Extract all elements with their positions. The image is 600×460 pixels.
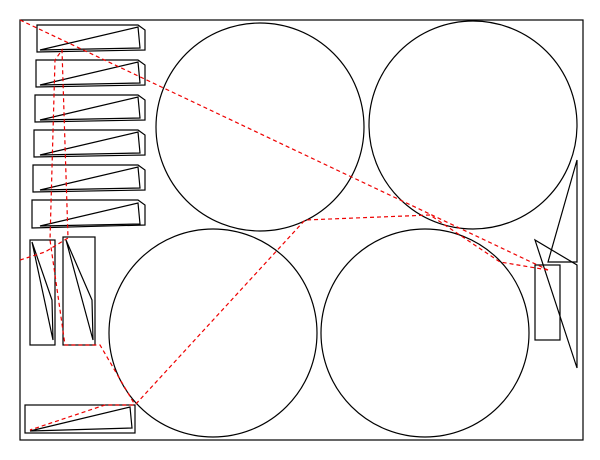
- travel-path: [19, 48, 136, 406]
- quad-part: [33, 129, 146, 158]
- triangle-part: [29, 406, 133, 432]
- quad-part: [32, 164, 146, 193]
- rect-part: [534, 264, 561, 341]
- rect-part: [24, 404, 136, 434]
- travel-path: [29, 214, 549, 431]
- quad-part: [35, 59, 146, 88]
- right-stack: [533, 159, 578, 369]
- triangle-part: [39, 61, 141, 86]
- travel-path: [19, 19, 549, 271]
- triangle-part: [39, 202, 141, 227]
- quad-part: [31, 199, 146, 229]
- triangle-part: [533, 238, 578, 369]
- triangle-part: [39, 166, 141, 191]
- triangle-part: [65, 239, 94, 341]
- left-stack: [24, 24, 146, 434]
- circle-part: [320, 228, 530, 438]
- triangle-part: [31, 241, 54, 341]
- quad-part: [34, 94, 146, 123]
- triangle-part: [39, 26, 141, 51]
- circle-part: [108, 228, 318, 438]
- triangle-part: [39, 96, 141, 121]
- circle-part: [368, 20, 578, 230]
- sheet: [19, 19, 584, 441]
- circle-part: [155, 22, 365, 232]
- tool-path: [19, 19, 549, 431]
- triangle-part: [547, 159, 578, 263]
- rect-part: [29, 239, 56, 346]
- triangle-part: [39, 131, 141, 156]
- quad-part: [36, 24, 146, 53]
